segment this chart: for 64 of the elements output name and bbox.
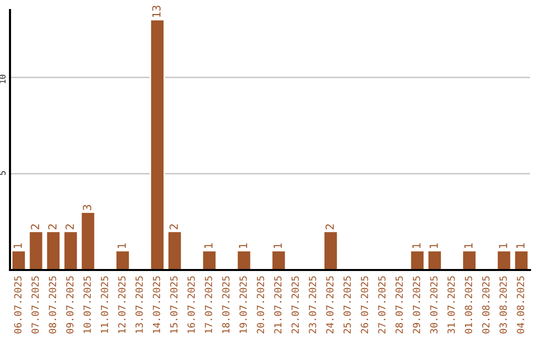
x-tick-label: 26.07.2025 (360, 276, 368, 334)
data-label: 3 (82, 204, 92, 210)
data-label: 1 (498, 243, 508, 248)
x-tick-label: 24.07.2025 (326, 276, 334, 334)
data-label: 1 (516, 243, 524, 248)
x-tick-label: 28.07.2025 (395, 276, 403, 334)
bar (63, 230, 78, 270)
data-label: 1 (430, 243, 438, 248)
data-label: 13 (152, 6, 161, 17)
x-tick-label: 13.07.2025 (135, 276, 143, 333)
data-label: 2 (48, 224, 56, 230)
x-tick-label: 29.07.2025 (412, 276, 420, 334)
data-label: 1 (204, 243, 212, 248)
data-label: 1 (464, 243, 472, 248)
x-tick-label: 20.07.2025 (256, 276, 264, 334)
x-tick-label: 08.07.2025 (48, 276, 56, 334)
data-label: 2 (66, 224, 74, 230)
bar (150, 18, 165, 270)
x-tick-label: 09.07.2025 (66, 276, 74, 334)
x-tick-label: 18.07.2025 (222, 276, 230, 333)
data-label: 1 (238, 243, 248, 248)
x-tick-label: 14.07.2025 (152, 276, 160, 333)
bar (410, 250, 425, 270)
data-label: 1 (274, 243, 282, 248)
x-tick-label: 02.08.2025 (482, 276, 490, 334)
x-tick-label: 19.07.2025 (239, 276, 247, 333)
bar (28, 230, 44, 270)
bar (323, 230, 338, 270)
data-label: 2 (30, 224, 40, 230)
x-tick-label: 03.08.2025 (499, 276, 507, 334)
x-tick-label: 10.07.2025 (83, 276, 91, 333)
bar (427, 250, 442, 270)
x-tick-label: 06.07.2025 (14, 276, 22, 334)
x-tick-label: 31.07.2025 (447, 276, 455, 334)
x-tick-label: 21.07.2025 (274, 276, 282, 334)
bar (115, 250, 130, 270)
data-label: 1 (14, 243, 22, 248)
x-tick-label: 15.07.2025 (170, 276, 178, 333)
data-label: 1 (412, 243, 420, 248)
x-tick-label: 22.07.2025 (291, 276, 299, 334)
bar (80, 212, 96, 270)
bar (462, 250, 477, 270)
bar (496, 250, 512, 270)
x-tick-label: 12.07.2025 (118, 276, 126, 333)
x-tick-label: 04.08.2025 (516, 276, 524, 334)
data-label: 2 (326, 224, 334, 230)
x-tick-label: 11.07.2025 (100, 276, 108, 333)
data-label: 2 (170, 224, 178, 230)
bar (514, 250, 529, 270)
x-tick-label: 25.07.2025 (343, 276, 351, 334)
x-tick-label: 07.07.2025 (31, 276, 39, 334)
x-tick-label: 17.07.2025 (204, 276, 212, 333)
bar (46, 230, 61, 270)
bar (11, 250, 26, 270)
bar (236, 250, 252, 270)
x-tick-label: 30.07.2025 (430, 276, 438, 334)
bar (167, 230, 182, 270)
bar (271, 250, 286, 270)
x-tick-label: 23.07.2025 (308, 276, 316, 334)
bar (202, 250, 217, 270)
data-label: 1 (118, 243, 126, 248)
x-tick-label: 01.08.2025 (464, 276, 472, 334)
x-tick-label: 27.07.2025 (378, 276, 386, 334)
x-tick-label: 16.07.2025 (187, 276, 195, 333)
